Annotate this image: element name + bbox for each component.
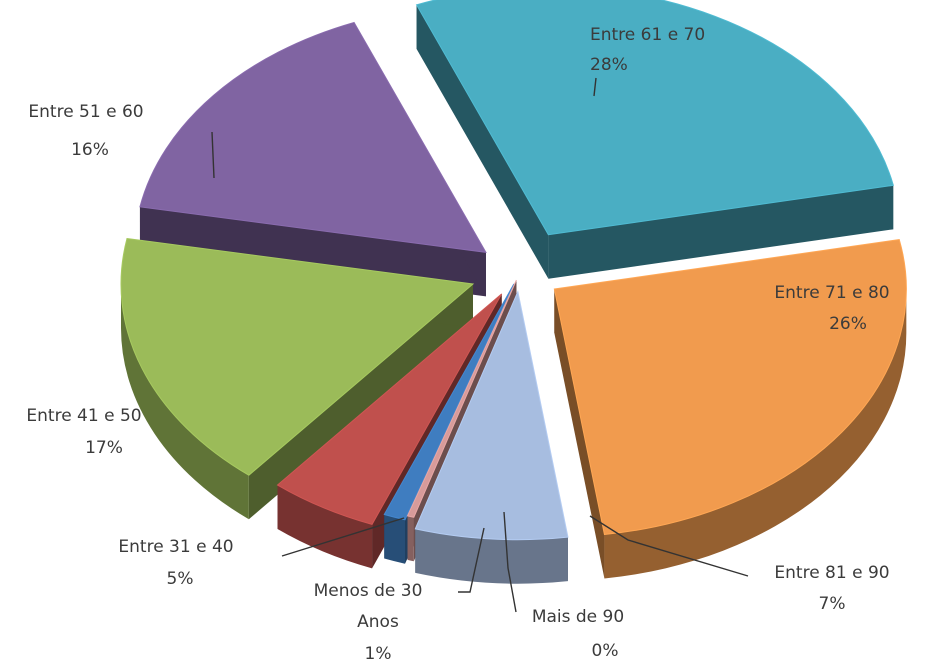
- leader-lines: [211, 77, 749, 613]
- slice-label-3: Mais de 90 0%: [532, 607, 624, 661]
- slice-label-4: Menos de 30 Anos 1%: [314, 581, 423, 663]
- leader-line-0: [593, 77, 597, 97]
- slice-name-label: Mais de 90: [532, 607, 624, 627]
- slice-percent-label: 28%: [590, 55, 628, 75]
- slice-percent-label: 26%: [829, 314, 867, 334]
- slice-name-label: Menos de 30: [314, 581, 423, 601]
- pie-slice-1: [553, 239, 907, 579]
- slice-label-6: Entre 41 e 50 17%: [26, 406, 141, 458]
- slice-name-label: Entre 41 e 50: [26, 406, 141, 426]
- slice-percent-label: 0%: [592, 641, 619, 661]
- slice-name-label: Entre 31 e 40: [118, 537, 233, 557]
- pie-slice-2: [414, 290, 569, 584]
- slice-label-5: Entre 31 e 40 5%: [118, 537, 233, 589]
- slice-name-label: Entre 71 e 80: [774, 283, 889, 303]
- slice-percent-label: 1%: [365, 644, 392, 663]
- slice-label-1: Entre 71 e 80 26%: [774, 283, 889, 334]
- leader-line-4: [458, 527, 485, 593]
- pie-slice-6: [120, 237, 475, 520]
- slice-name-label: Entre 61 e 70: [590, 25, 705, 45]
- slice-label-0: Entre 61 e 70 28%: [590, 25, 705, 75]
- slice-name-label: Entre 81 e 90: [774, 563, 889, 583]
- slice-labels: Entre 61 e 70 28% Entre 71 e 80 26% Entre 81…: [26, 25, 889, 663]
- slice-percent-label: 16%: [71, 140, 109, 160]
- pie-slices: [120, 0, 907, 584]
- slice-name-label: Anos: [357, 612, 399, 632]
- slice-percent-label: 5%: [167, 569, 194, 589]
- pie-slice-0: [415, 0, 894, 279]
- leader-line-5: [281, 517, 405, 557]
- slice-percent-label: 17%: [85, 438, 123, 458]
- slice-label-2: Entre 81 e 90 7%: [774, 563, 889, 614]
- slice-percent-label: 7%: [819, 594, 846, 614]
- slice-name-label: Entre 51 e 60: [28, 102, 143, 122]
- leader-line-3: [503, 511, 517, 613]
- slice-label-7: Entre 51 e 60 16%: [28, 102, 143, 160]
- leader-line-7: [211, 131, 215, 179]
- leader-line-2: [589, 515, 749, 577]
